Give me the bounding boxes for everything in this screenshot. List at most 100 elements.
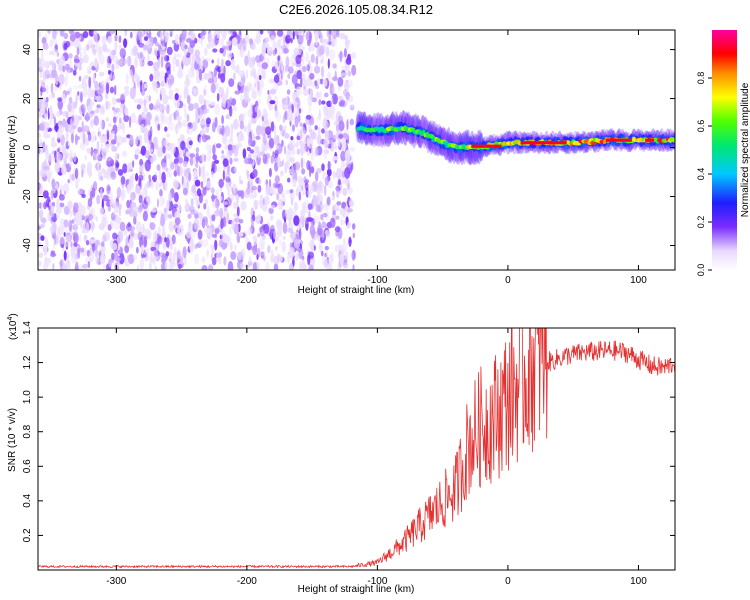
noise-speck: [147, 54, 150, 63]
noise-speck: [270, 155, 274, 164]
noise-speck: [244, 55, 249, 66]
noise-speck: [239, 218, 244, 224]
noise-speck: [76, 46, 80, 56]
noise-speck: [101, 222, 104, 229]
noise-speck: [205, 216, 208, 227]
noise-speck: [50, 82, 54, 94]
noise-speck: [132, 160, 135, 168]
noise-speck: [273, 125, 277, 137]
noise-speck: [101, 244, 106, 255]
noise-speck: [344, 205, 351, 216]
noise-speck: [117, 141, 120, 148]
noise-speck: [185, 151, 191, 158]
noise-speck: [83, 74, 89, 80]
noise-speck: [255, 177, 260, 184]
noise-speck: [174, 99, 181, 108]
noise-speck: [172, 203, 179, 209]
noise-speck: [88, 76, 92, 89]
noise-speck: [39, 107, 45, 116]
noise-speck: [174, 88, 180, 93]
noise-speck: [231, 186, 234, 192]
noise-speck: [106, 55, 109, 64]
noise-speck: [84, 155, 87, 161]
noise-speck: [153, 174, 158, 181]
noise-speck: [118, 35, 122, 43]
noise-speck: [111, 145, 118, 152]
noise-speck: [244, 264, 251, 269]
noise-speck: [272, 182, 279, 189]
noise-speck: [318, 45, 325, 56]
noise-speck: [93, 57, 98, 69]
noise-speck: [306, 160, 311, 171]
colorbar-tick-label: 0.6: [696, 120, 706, 133]
noise-speck: [135, 173, 139, 182]
noise-speck: [139, 150, 146, 155]
noise-speck: [160, 30, 163, 41]
noise-speck: [196, 200, 200, 206]
noise-speck: [95, 253, 99, 265]
noise-speck: [250, 70, 256, 78]
noise-speck: [172, 179, 179, 190]
noise-speck: [318, 109, 321, 121]
noise-speck: [44, 121, 50, 130]
noise-speck: [315, 91, 320, 99]
noise-speck: [281, 129, 285, 137]
noise-speck: [248, 83, 252, 90]
y-tick-label: 20: [22, 93, 33, 105]
noise-speck: [268, 78, 275, 84]
noise-speck: [251, 185, 257, 191]
noise-speck: [208, 264, 214, 270]
noise-speck: [314, 80, 318, 87]
noise-speck: [75, 94, 78, 105]
noise-speck: [340, 150, 347, 162]
noise-speck: [320, 204, 325, 209]
noise-speck: [337, 76, 344, 87]
noise-speck: [210, 171, 215, 179]
noise-speck: [332, 156, 339, 161]
noise-speck: [340, 72, 347, 77]
noise-speck: [83, 189, 85, 195]
noise-speck: [114, 218, 120, 231]
noise-speck: [95, 216, 99, 222]
noise-speck: [258, 178, 262, 185]
noise-speck: [156, 98, 161, 106]
noise-speck: [343, 81, 350, 91]
noise-speck: [149, 222, 156, 231]
noise-speck: [120, 176, 126, 185]
noise-speck: [345, 100, 348, 106]
noise-speck: [317, 126, 321, 137]
noise-speck: [284, 111, 288, 119]
x-tick-label: -100: [367, 275, 387, 286]
noise-speck: [221, 58, 224, 67]
colorbar-gradient: [712, 30, 737, 270]
noise-speck: [178, 64, 183, 77]
noise-speck: [265, 126, 272, 135]
x-tick-label: 100: [630, 275, 647, 286]
noise-speck: [193, 218, 200, 230]
noise-speck: [112, 130, 115, 135]
noise-speck: [309, 73, 315, 80]
noise-speck: [225, 176, 231, 183]
noise-speck: [69, 209, 73, 218]
noise-speck: [252, 168, 258, 178]
noise-speck: [207, 32, 213, 44]
noise-speck: [38, 241, 42, 248]
noise-speck: [325, 249, 328, 260]
noise-speck: [332, 76, 338, 82]
noise-speck: [227, 261, 234, 270]
noise-speck: [216, 34, 221, 39]
noise-speck: [210, 187, 215, 194]
noise-speck: [174, 93, 179, 101]
noise-speck: [255, 135, 261, 140]
noise-speck: [43, 201, 47, 210]
noise-speck: [316, 225, 323, 235]
noise-speck: [68, 149, 73, 161]
noise-speck: [86, 87, 93, 99]
noise-speck: [253, 145, 260, 153]
noise-speck: [251, 90, 257, 100]
noise-speck: [69, 158, 73, 168]
noise-speck: [169, 240, 173, 251]
noise-speck: [331, 142, 337, 151]
noise-speck: [257, 185, 262, 193]
